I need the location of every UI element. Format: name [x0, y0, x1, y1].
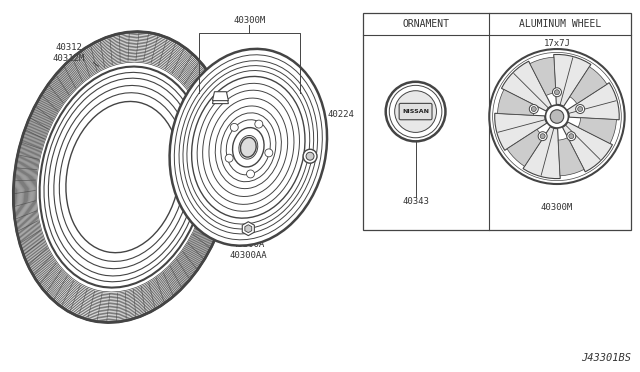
Circle shape	[552, 88, 561, 97]
Bar	[363, 13, 630, 230]
Text: ALUMINUM WHEEL: ALUMINUM WHEEL	[519, 19, 601, 29]
Polygon shape	[243, 222, 254, 235]
Polygon shape	[245, 225, 252, 232]
Circle shape	[545, 105, 568, 128]
Circle shape	[575, 105, 584, 113]
Polygon shape	[495, 113, 547, 150]
Circle shape	[569, 134, 574, 139]
Text: 40300A
40300AA: 40300A 40300AA	[230, 240, 267, 260]
Ellipse shape	[265, 149, 273, 157]
Circle shape	[489, 49, 625, 184]
Circle shape	[306, 152, 314, 160]
Text: 17x7J: 17x7J	[543, 39, 570, 48]
Text: SEC.253
(40700M): SEC.253 (40700M)	[171, 93, 211, 113]
Ellipse shape	[170, 49, 327, 246]
Ellipse shape	[230, 124, 238, 131]
Polygon shape	[567, 83, 620, 120]
Circle shape	[554, 90, 559, 95]
Ellipse shape	[40, 67, 206, 288]
Polygon shape	[507, 129, 544, 166]
Text: 40312
40312M: 40312 40312M	[53, 43, 85, 63]
Circle shape	[529, 105, 538, 113]
Polygon shape	[558, 138, 584, 176]
Text: 40300M: 40300M	[541, 203, 573, 212]
Polygon shape	[563, 122, 612, 172]
Polygon shape	[554, 54, 591, 106]
Circle shape	[303, 149, 317, 163]
Circle shape	[531, 106, 536, 112]
Polygon shape	[502, 61, 552, 111]
Text: ORNAMENT: ORNAMENT	[403, 19, 449, 29]
Circle shape	[540, 134, 545, 139]
Polygon shape	[212, 95, 228, 104]
Polygon shape	[578, 118, 616, 144]
Text: 40224: 40224	[328, 110, 355, 119]
Circle shape	[386, 82, 445, 141]
Circle shape	[567, 132, 576, 141]
Circle shape	[538, 132, 547, 141]
Ellipse shape	[246, 170, 255, 178]
Circle shape	[578, 106, 582, 112]
Circle shape	[550, 110, 564, 123]
Polygon shape	[497, 90, 536, 115]
Ellipse shape	[255, 120, 263, 128]
Polygon shape	[570, 67, 607, 104]
Circle shape	[395, 91, 436, 132]
Ellipse shape	[41, 68, 205, 286]
Text: NISSAN: NISSAN	[402, 109, 429, 114]
FancyBboxPatch shape	[399, 103, 432, 120]
Polygon shape	[530, 57, 556, 96]
Polygon shape	[212, 92, 228, 101]
Polygon shape	[523, 127, 560, 179]
Text: J43301BS: J43301BS	[580, 353, 630, 363]
Text: 40300M: 40300M	[233, 16, 266, 25]
Ellipse shape	[225, 154, 233, 162]
Text: 40343: 40343	[402, 198, 429, 206]
Ellipse shape	[241, 137, 256, 157]
